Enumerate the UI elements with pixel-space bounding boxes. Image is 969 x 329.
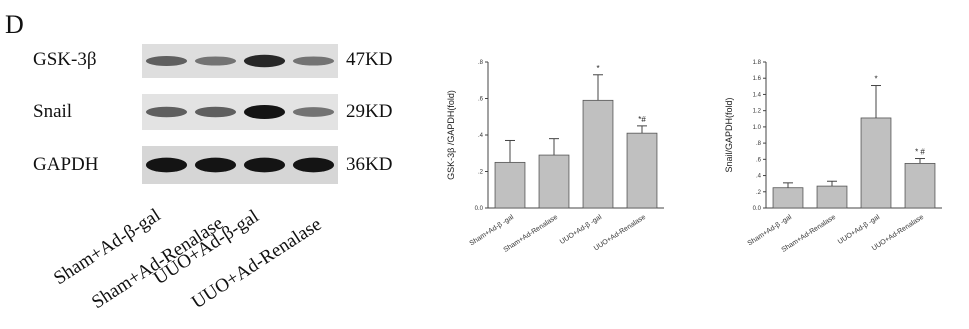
blot-band — [292, 56, 335, 66]
blot-band — [243, 54, 286, 68]
y-tick-label: .4 — [478, 133, 484, 139]
x-tick-label: Sham+Ad-β -gal — [469, 214, 516, 248]
significance-marker: * — [874, 75, 877, 84]
significance-marker: * — [596, 64, 599, 73]
y-tick-label: 1.8 — [753, 60, 762, 66]
bar — [904, 162, 936, 209]
y-tick-label: 1.6 — [753, 76, 762, 82]
x-tick-label: UUO+Ad-β -gal — [837, 214, 882, 246]
y-tick-label: .8 — [756, 141, 762, 147]
bar — [860, 117, 892, 209]
blot-image — [142, 44, 338, 78]
y-axis-label: Snail/GAPDH(fold) — [724, 97, 734, 172]
size-label: 36KD — [346, 154, 393, 175]
bar-chart-gsk3b: GSK-3β /GAPDH(fold) 0.0 .2 .4 .6 .8 Sham+Ad-β … — [446, 60, 664, 254]
y-tick-label: .2 — [756, 190, 762, 196]
bar — [816, 185, 848, 209]
y-tick-label: 1.4 — [753, 92, 762, 98]
y-tick-label: .8 — [478, 60, 484, 66]
y-tick-label: .6 — [756, 157, 762, 163]
blot-image — [142, 94, 338, 130]
y-tick-label: 1.0 — [753, 125, 762, 131]
blot-band — [194, 157, 237, 173]
bar — [494, 161, 526, 209]
protein-label: GSK-3β — [33, 49, 97, 70]
significance-marker: *# — [638, 115, 646, 124]
y-tick-label: .6 — [478, 97, 484, 103]
blot-band — [194, 56, 237, 66]
protein-label: GAPDH — [33, 154, 99, 175]
y-axis-label: GSK-3β /GAPDH(fold) — [446, 90, 456, 180]
bar — [772, 187, 804, 209]
blot-band — [243, 105, 286, 119]
blot-band — [145, 56, 188, 66]
bar-chart-snail: Snail/GAPDH(fold) 0.0 .2 .4 .6 .8 1.0 1.2 1.4 1.6… — [724, 60, 942, 254]
blot-band — [292, 107, 335, 117]
protein-label: Snail — [33, 101, 73, 122]
size-label: 29KD — [346, 101, 393, 122]
y-tick-label: .4 — [756, 174, 762, 180]
blot-image — [142, 146, 338, 184]
panel-label: D — [5, 10, 24, 39]
blot-band — [243, 157, 286, 173]
x-tick-label: Sham+Ad-β -gal — [747, 214, 794, 248]
y-tick-label: .2 — [478, 170, 484, 176]
blot-band — [145, 157, 188, 173]
blot-band — [292, 157, 335, 173]
bar — [582, 99, 614, 209]
blot-band — [194, 106, 237, 118]
bar — [538, 154, 570, 209]
significance-marker: * # — [915, 148, 925, 157]
x-tick-label: UUO+Ad-β -gal — [559, 214, 604, 246]
bar — [626, 132, 658, 209]
blot-band — [145, 106, 188, 118]
y-tick-label: 0.0 — [475, 206, 484, 212]
size-label: 47KD — [346, 49, 393, 70]
y-tick-label: 0.0 — [753, 206, 762, 212]
y-tick-label: 1.2 — [753, 109, 762, 115]
